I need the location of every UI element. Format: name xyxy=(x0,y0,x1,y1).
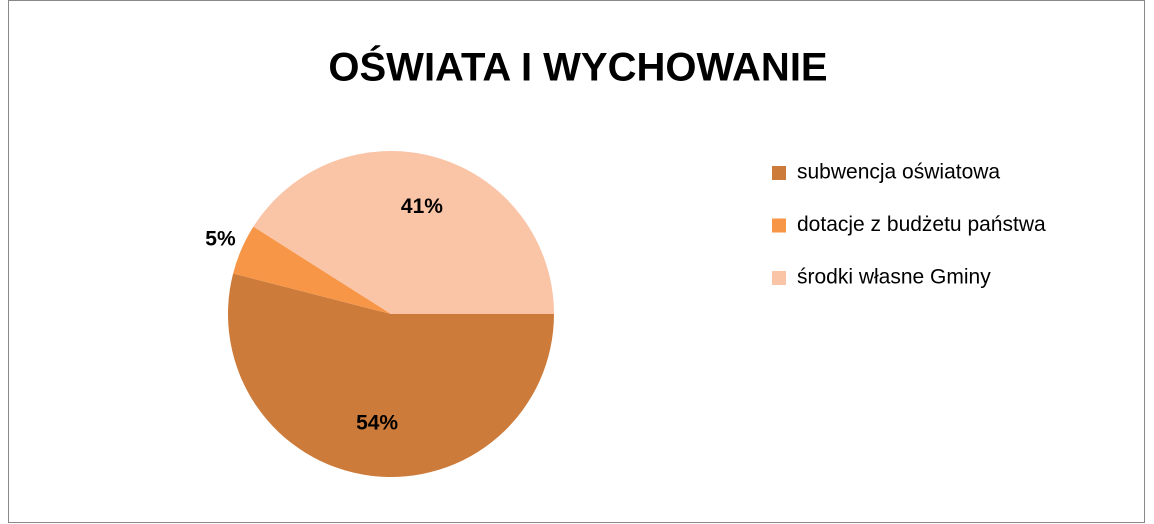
legend-label: środki własne Gminy xyxy=(797,266,991,289)
legend-swatch xyxy=(772,218,786,233)
chart-title: OŚWIATA I WYCHOWANIE xyxy=(328,44,827,90)
data-label: 54% xyxy=(356,412,398,435)
legend-label: subwencja oświatowa xyxy=(797,161,1000,184)
pie-slice xyxy=(227,273,554,478)
chart-border xyxy=(8,0,1145,523)
data-label: 41% xyxy=(401,195,443,218)
legend-swatch xyxy=(772,271,786,285)
legend-label: dotacje z budżetu państwa xyxy=(797,213,1046,236)
pie-slice xyxy=(233,226,391,314)
pie-slice xyxy=(253,151,554,314)
data-label: 5% xyxy=(205,228,236,251)
legend-swatch xyxy=(772,166,786,180)
